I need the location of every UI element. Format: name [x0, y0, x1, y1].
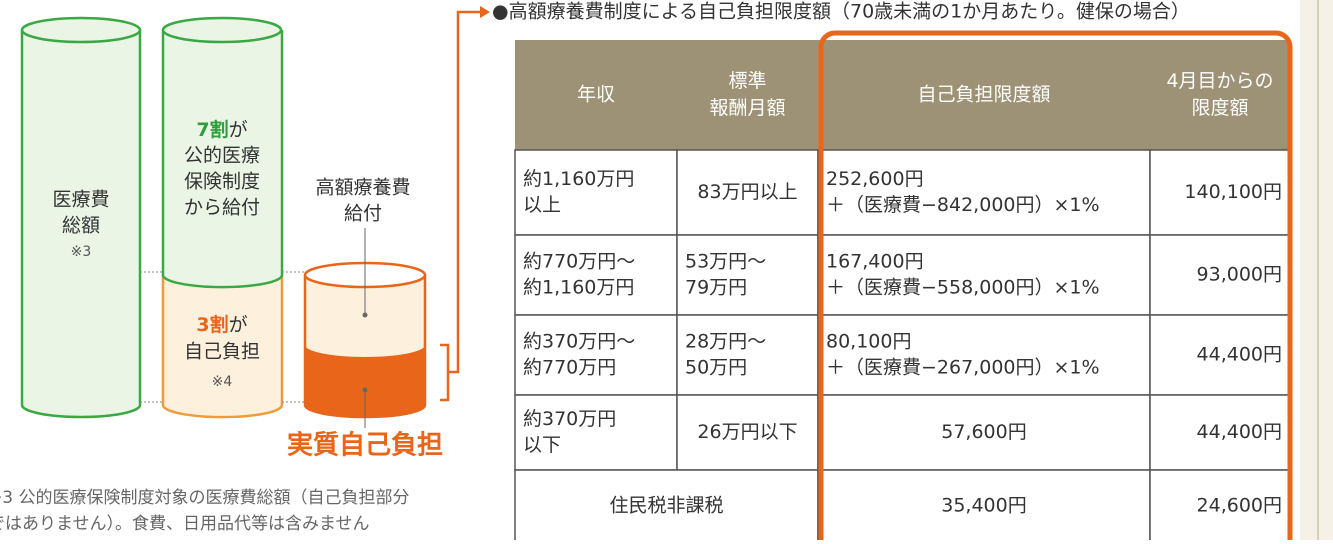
table-cell [817, 314, 1151, 396]
table-cell [514, 394, 678, 471]
total-label: 総額 [62, 215, 100, 237]
self-label: ※4 [212, 374, 233, 390]
header-cell: 標準 [728, 70, 766, 92]
table-cell-text: 約370万円 [523, 408, 616, 430]
table-cell-text: 約1,160万円 [523, 277, 634, 299]
pointer-dot [362, 312, 368, 318]
header-cell: 限度額 [1191, 97, 1248, 119]
table-cell-text: 44,400円 [1197, 421, 1282, 443]
public-label: から給付 [184, 197, 260, 219]
public-label: 公的医療 [184, 145, 260, 167]
table-cell-text: 93,000円 [1197, 264, 1282, 286]
benefit-label: 給付 [344, 203, 382, 225]
table-cell-text: 79万円 [685, 277, 747, 299]
actual-part [305, 345, 425, 417]
pointer-dot [362, 387, 368, 393]
total-label: ※3 [71, 244, 92, 260]
total-cylinder [20, 30, 142, 419]
connector [440, 10, 482, 402]
table-title: ●高額療養費制度による自己負担限度額（70歳未満の1か月あたり。健保の場合） [492, 1, 1190, 23]
table-cell-text: 約770万円 [523, 357, 616, 379]
side-panel [1300, 0, 1333, 540]
suffix: が [229, 119, 248, 141]
table-cell-text: 以下 [523, 434, 561, 456]
table-cell-text: 167,400円 [826, 251, 924, 273]
connector-arrow [480, 6, 490, 18]
header-cell: 自己負担限度額 [917, 84, 1050, 106]
table-cell-text: 住民税非課税 [609, 495, 723, 517]
total-cylinder-top [20, 16, 142, 44]
table-cell-text: 35,400円 [941, 495, 1026, 517]
header-cell: 4月目からの [1166, 70, 1273, 92]
benefit-label: 高額療養費 [315, 177, 410, 199]
table-cell-text: 24,600円 [1197, 495, 1282, 517]
public-label: 保険制度 [184, 171, 260, 193]
table-cell-text: 約1,160万円 [523, 168, 634, 190]
table-cell-text: 以上 [523, 194, 561, 216]
public-top [161, 16, 283, 44]
header-cell: 年収 [577, 84, 615, 106]
table-cell [514, 469, 819, 544]
table-cell-text: 50万円 [685, 357, 747, 379]
public-part [161, 30, 284, 289]
table-cell-text: 約370万円～ [523, 331, 635, 353]
table-cell [514, 314, 678, 396]
table-cell-text: 57,600円 [941, 421, 1026, 443]
table-cell-text: 約770万円～ [523, 251, 635, 273]
table-cell-text: 83万円以上 [697, 181, 797, 203]
total-label: 医療費 [52, 189, 109, 211]
table-cell [1149, 394, 1291, 471]
table-cell-text: 140,100円 [1184, 181, 1282, 203]
emphasis-line: 3割が [196, 313, 247, 336]
table-cell [817, 234, 1151, 316]
table-cell-text: ＋（医療費−558,000円）×1% [826, 277, 1100, 299]
table-cell [514, 234, 678, 316]
table-cell-text: 252,600円 [826, 168, 924, 190]
table-cell [676, 314, 819, 396]
footnote: ※3 公的医療保険制度対象の医療費総額（自己負担部分 [0, 488, 409, 508]
suffix: が [229, 314, 248, 336]
table-cell-text: ＋（医療費−842,000円）×1% [826, 194, 1100, 216]
table-cell-text: 80,100円 [826, 331, 911, 353]
emphasis: 7割 [196, 118, 228, 141]
emphasis: 3割 [196, 313, 228, 336]
table-cell [817, 149, 1151, 236]
table-cell-text: 53万円～ [685, 251, 766, 273]
table-header [515, 40, 1290, 150]
table-cell-text: 28万円～ [685, 331, 766, 353]
table-cell [514, 149, 678, 236]
table-cell-text: ＋（医療費−267,000円）×1% [826, 357, 1100, 379]
footnote: ではありません）。食費、日用品代等は含みません [0, 514, 369, 534]
header-cell: 報酬月額 [709, 97, 785, 119]
actual-label: 実質自己負担 [287, 430, 443, 461]
self-label: 自己負担 [184, 341, 260, 363]
self-part [161, 273, 284, 419]
highlight [818, 30, 1293, 544]
table-cell-text: 26万円以下 [697, 421, 797, 443]
table-cell-text: 44,400円 [1197, 344, 1282, 366]
table-cell [1149, 149, 1291, 236]
table-cell [676, 234, 819, 316]
emphasis-line: 7割が [196, 118, 247, 141]
table-cell [676, 394, 819, 471]
table-cell [817, 394, 1151, 471]
